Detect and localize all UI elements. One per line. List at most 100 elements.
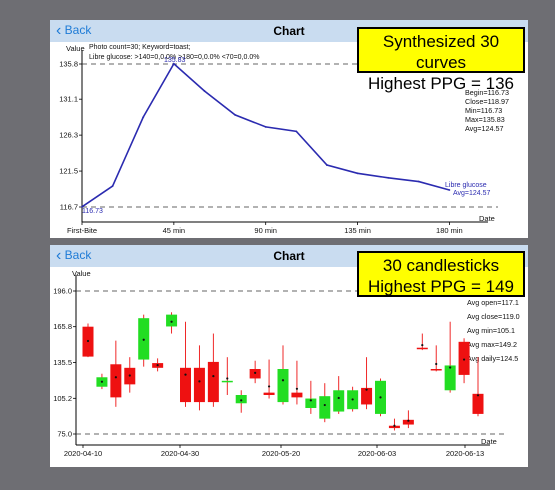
stat-avg: Avg=124.57 xyxy=(465,124,503,133)
candle-body xyxy=(444,365,456,391)
y-axis-label: Value xyxy=(72,269,91,278)
stat-max: Max=135.83 xyxy=(465,115,505,124)
candle-average-dot xyxy=(337,396,340,400)
candle-body xyxy=(430,369,442,371)
stat-avg-max: Avg max=149.2 xyxy=(467,340,517,349)
candle-average-dot xyxy=(267,385,271,388)
candle-body xyxy=(180,367,191,403)
candle-average-dot xyxy=(379,396,382,399)
back-label: Back xyxy=(64,248,92,262)
callout-line-2: Highest PPG = 149 xyxy=(367,277,514,296)
callout-box-curves: Synthesized 30 curves Highest PPG = 136 xyxy=(357,27,525,93)
stat-close: Close=118.97 xyxy=(465,97,509,106)
candle-body xyxy=(402,419,414,425)
stat-avg-min: Avg min=105.1 xyxy=(467,326,515,335)
candle-average-dot xyxy=(435,362,438,366)
candle-average-dot xyxy=(449,366,452,369)
candle-average-dot xyxy=(212,374,215,378)
candle-average-dot xyxy=(281,379,285,382)
series-name-label: Libre glucose xyxy=(445,182,487,189)
stat-avg-close: Avg close=119.0 xyxy=(467,312,520,321)
y-tick-label: 105.2 xyxy=(53,394,72,403)
stat-begin: Begin=116.73 xyxy=(465,88,509,97)
candle-average-dot xyxy=(295,387,299,390)
peak-value-label: 135.83 xyxy=(164,57,186,64)
candle-body xyxy=(235,395,247,404)
y-tick-label: 135.5 xyxy=(53,358,72,367)
data-point xyxy=(326,164,328,166)
data-point xyxy=(111,185,114,187)
candle-average-dot xyxy=(170,320,173,323)
callout-line-1: Synthesized 30 curves xyxy=(382,32,500,72)
back-button[interactable]: ‹ Back xyxy=(56,248,92,264)
y-tick-label: 131.1 xyxy=(59,95,78,104)
candle-average-dot xyxy=(421,343,424,347)
x-tick-label: 2020-05-20 xyxy=(262,449,300,458)
x-tick-label: 90 min xyxy=(254,226,277,235)
candle-average-dot xyxy=(198,380,201,383)
x-tick-label: 2020-04-30 xyxy=(161,449,199,458)
data-point xyxy=(387,176,390,179)
data-point xyxy=(203,90,206,92)
candle-body xyxy=(207,361,219,403)
candle-body xyxy=(110,364,122,398)
candle-average-dot xyxy=(240,399,243,402)
callout-box-candlesticks: 30 candlesticks Highest PPG = 149 xyxy=(357,251,525,297)
stat-min: Min=116.73 xyxy=(465,106,502,115)
data-point xyxy=(81,205,83,208)
candle-body xyxy=(361,387,373,405)
callout-line-2: Highest PPG = 136 xyxy=(367,74,514,93)
x-tick-label: 135 min xyxy=(344,226,371,235)
stat-avg-daily: Avg daily=124.5 xyxy=(467,354,518,363)
x-tick-label: 2020-04-10 xyxy=(64,449,102,458)
candle-average-dot xyxy=(156,364,159,367)
line-chart: Value Date Photo count=30; Keyword=toast… xyxy=(59,44,509,235)
x-tick-label: 45 min xyxy=(163,226,186,235)
y-tick-label: 126.3 xyxy=(59,131,78,140)
candle-body xyxy=(263,392,275,395)
candle-average-dot xyxy=(184,373,187,376)
y-tick-label: 75.0 xyxy=(57,430,72,439)
x-tick-label: 2020-06-03 xyxy=(358,449,396,458)
data-point xyxy=(417,180,420,183)
info-line-2: Libre glucose: >140=0,0.0% >180=0,0.0% <… xyxy=(89,54,259,61)
callout-line-1: 30 candlesticks xyxy=(382,256,500,275)
stat-avg-open: Avg open=117.1 xyxy=(467,298,519,307)
y-tick-label: 165.8 xyxy=(53,322,72,331)
candle-body xyxy=(291,392,303,398)
x-axis-label: Date xyxy=(479,214,495,223)
candle-body xyxy=(458,341,470,375)
candle-average-dot xyxy=(323,403,326,407)
candlestick-chart: Value Date Avg open=117.1 Avg close=119.… xyxy=(53,269,520,458)
data-point xyxy=(234,114,236,116)
candle-average-dot xyxy=(309,399,312,402)
nav-title: Chart xyxy=(273,24,305,38)
candle-body xyxy=(333,390,345,412)
candle-average-dot xyxy=(254,371,257,374)
y-tick-label: 135.8 xyxy=(59,60,78,69)
back-label: Back xyxy=(64,23,92,37)
back-button[interactable]: ‹ Back xyxy=(56,22,92,39)
candle-average-dot xyxy=(476,394,480,397)
candle-average-dot xyxy=(462,358,466,361)
data-point xyxy=(172,62,175,65)
candle-average-dot xyxy=(142,338,145,341)
candle-average-dot xyxy=(128,374,131,377)
candle-body xyxy=(416,347,428,350)
candle-average-dot xyxy=(114,376,117,379)
candle-body xyxy=(388,425,400,429)
candle-average-dot xyxy=(407,419,410,422)
candle-average-dot xyxy=(393,424,396,427)
candle-body xyxy=(319,396,331,419)
candle-body xyxy=(221,380,233,383)
data-point xyxy=(142,116,145,119)
y-tick-label: 196.0 xyxy=(53,287,72,296)
x-tick-label: First-Bite xyxy=(67,226,97,235)
candle-body xyxy=(472,393,484,414)
data-point xyxy=(448,189,451,191)
data-point xyxy=(264,125,267,128)
data-point xyxy=(356,172,359,175)
info-line-1: Photo count=30; Keyword=toast; xyxy=(89,44,191,51)
candle-average-dot xyxy=(351,398,354,401)
chevron-left-icon: ‹ xyxy=(56,22,62,39)
